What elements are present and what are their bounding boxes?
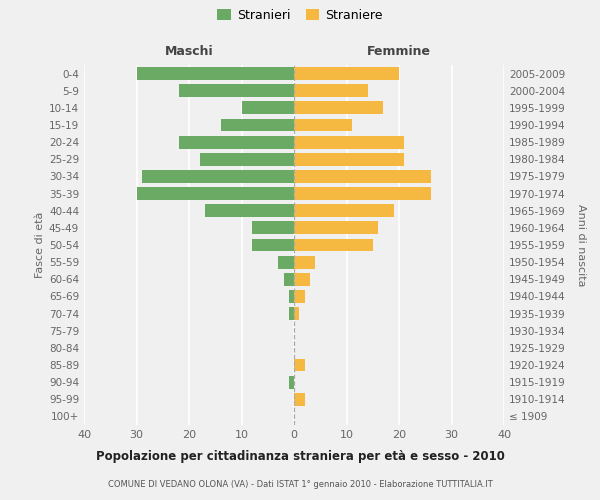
Bar — [294, 307, 299, 320]
Bar — [294, 238, 373, 252]
Bar — [294, 136, 404, 148]
Bar — [142, 170, 294, 183]
Bar — [294, 393, 305, 406]
Bar — [294, 273, 310, 285]
Bar — [289, 290, 294, 303]
Bar — [294, 153, 404, 166]
Bar — [179, 136, 294, 148]
Text: Popolazione per cittadinanza straniera per età e sesso - 2010: Popolazione per cittadinanza straniera p… — [95, 450, 505, 463]
Bar — [137, 67, 294, 80]
Legend: Stranieri, Straniere: Stranieri, Straniere — [215, 6, 386, 24]
Text: Femmine: Femmine — [367, 45, 431, 58]
Bar — [137, 187, 294, 200]
Bar — [294, 187, 431, 200]
Bar — [199, 153, 294, 166]
Bar — [241, 102, 294, 114]
Bar — [284, 273, 294, 285]
Bar — [294, 118, 352, 132]
Y-axis label: Fasce di età: Fasce di età — [35, 212, 45, 278]
Bar — [294, 170, 431, 183]
Bar — [289, 376, 294, 388]
Y-axis label: Anni di nascita: Anni di nascita — [577, 204, 586, 286]
Bar — [294, 67, 399, 80]
Text: Maschi: Maschi — [164, 45, 214, 58]
Bar — [294, 102, 383, 114]
Bar — [294, 358, 305, 372]
Bar — [252, 238, 294, 252]
Bar — [221, 118, 294, 132]
Bar — [278, 256, 294, 268]
Bar — [294, 256, 315, 268]
Bar — [294, 204, 394, 217]
Bar — [179, 84, 294, 97]
Text: COMUNE DI VEDANO OLONA (VA) - Dati ISTAT 1° gennaio 2010 - Elaborazione TUTTITAL: COMUNE DI VEDANO OLONA (VA) - Dati ISTAT… — [107, 480, 493, 489]
Bar — [294, 290, 305, 303]
Bar — [252, 222, 294, 234]
Bar — [294, 222, 378, 234]
Bar — [205, 204, 294, 217]
Bar — [289, 307, 294, 320]
Bar — [294, 84, 367, 97]
